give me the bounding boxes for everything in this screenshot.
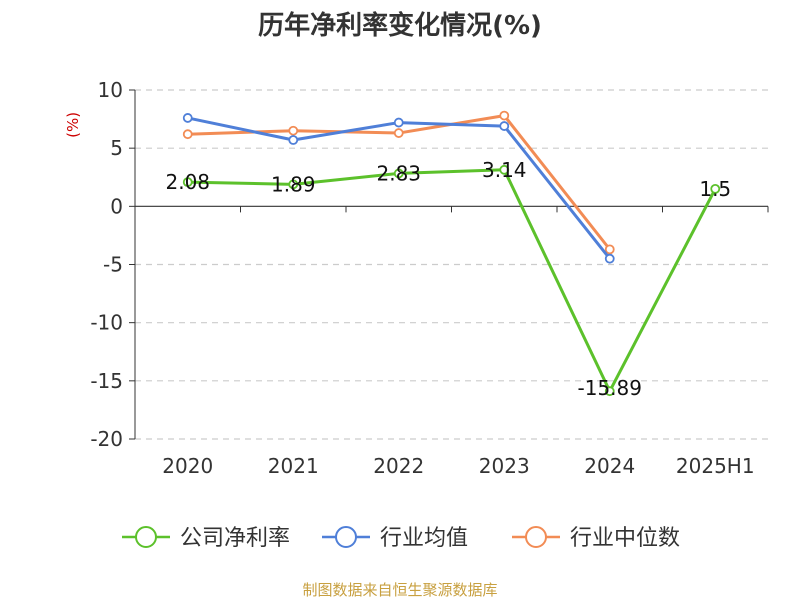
grid (135, 89, 768, 440)
legend-marker (525, 526, 547, 548)
data-point (288, 135, 299, 145)
y-tick-label: 5 (110, 136, 123, 160)
series-line (187, 168, 717, 393)
data-label: 1.89 (271, 172, 316, 196)
x-tick-label: 2020 (162, 454, 213, 478)
x-tick-label: 2023 (479, 454, 530, 478)
legend-marker (335, 526, 357, 548)
data-point (710, 183, 721, 194)
series-line (187, 116, 611, 260)
legend-label: 公司净利率 (180, 526, 290, 551)
data-point (604, 253, 615, 264)
data-point (288, 125, 299, 136)
data-label: 2.08 (165, 170, 210, 194)
data-point (182, 177, 193, 188)
legend-label: 行业均值 (380, 526, 468, 551)
legend-marker (135, 526, 157, 548)
data-point (499, 121, 510, 131)
data-point (288, 179, 299, 190)
data-point (499, 110, 510, 121)
legend-label: 行业中位数 (570, 526, 680, 551)
data-label: 2.83 (376, 161, 421, 185)
data-point (604, 244, 615, 255)
data-point (393, 128, 404, 138)
data-point (182, 113, 193, 123)
series-group (182, 110, 721, 397)
x-tick-label: 2024 (584, 454, 635, 478)
data-label: 3.14 (482, 158, 527, 182)
legend: 公司净利率 行业均值 行业中位数 (122, 526, 680, 551)
data-label: 1.5 (699, 177, 731, 201)
y-tick-label: -5 (103, 253, 123, 277)
x-tick-label: 2022 (373, 454, 424, 478)
y-tick-label: -20 (90, 427, 123, 451)
data-point (604, 386, 615, 397)
x-tick-label: 2021 (268, 454, 319, 478)
data-label: -15.89 (578, 376, 642, 400)
data-point (499, 164, 510, 175)
y-tick-label: -10 (90, 311, 123, 335)
x-tick-label: 2025H1 (676, 454, 755, 478)
chart-title: 历年净利率变化情况(%) (258, 10, 542, 41)
y-axis-label: (%) (64, 112, 82, 138)
source-note: 制图数据来自恒生聚源数据库 (302, 581, 497, 599)
y-tick-label: -15 (90, 369, 123, 393)
axes: 10 5 0 -5 -10 -15 -20 2020 2021 2022 2023 2024 2025H… (90, 78, 769, 478)
data-labels: 2.08 1.89 2.83 3.14 -15.89 1.5 (165, 158, 731, 400)
data-point (182, 129, 193, 140)
data-point (393, 168, 404, 179)
y-tick-label: 10 (98, 78, 123, 102)
y-tick-label: 0 (110, 194, 123, 218)
data-point (393, 117, 404, 128)
